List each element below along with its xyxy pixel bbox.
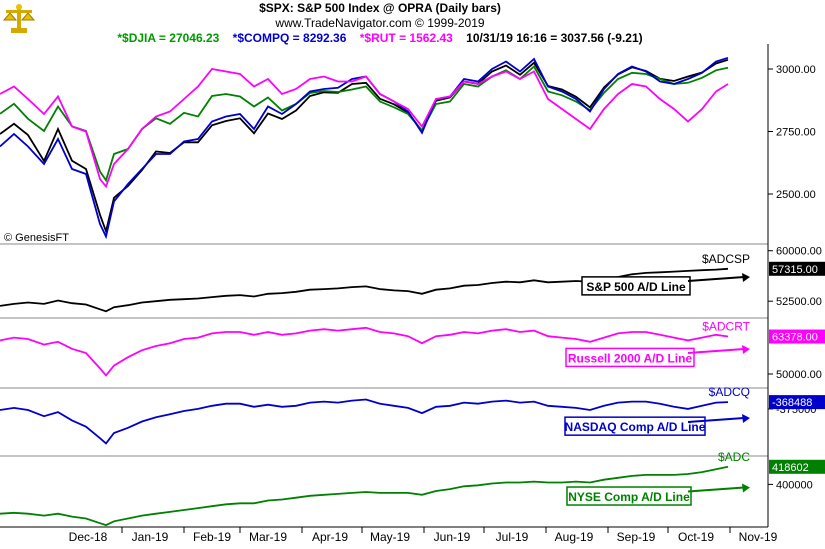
- readout-rut: *$RUT = 1562.43: [359, 31, 453, 45]
- x-tick-label: Jul-19: [496, 530, 529, 544]
- gold-scale-logo: [2, 2, 36, 36]
- series-name-label: $ADCQ: [709, 385, 750, 399]
- series-name-label: $ADC: [718, 450, 750, 464]
- ad-line-adcrt: [0, 326, 729, 377]
- trend-arrow-head: [742, 414, 750, 423]
- value-box-label: 418602: [772, 462, 809, 474]
- x-tick-label: Jun-19: [434, 530, 471, 544]
- y-tick-label: 50000.00: [776, 369, 822, 381]
- ad-label-text: NYSE Comp A/D Line: [568, 490, 690, 504]
- series-line-djia: [0, 65, 729, 183]
- series-line-rut: [0, 68, 729, 189]
- trend-arrow-head: [742, 273, 750, 282]
- ad-label-box: [566, 486, 692, 506]
- trend-arrow: [687, 486, 745, 493]
- ad-label-box: [564, 416, 706, 436]
- x-tick-label: Dec-18: [69, 530, 108, 544]
- value-box-label: -368488: [772, 397, 812, 409]
- series-name-label: $ADCRT: [702, 320, 750, 334]
- x-tick-label: May-19: [370, 530, 410, 544]
- trend-arrow-head: [742, 345, 750, 354]
- readout-last: 10/31/19 16:16 = 3037.56 (-9.21): [466, 31, 643, 45]
- y-tick-label: 2500.00: [776, 189, 816, 201]
- value-box: [769, 459, 825, 474]
- y-tick-label: 52500.00: [776, 296, 822, 308]
- watermark: © GenesisFT: [4, 232, 69, 244]
- ad-line-adcq: [0, 398, 729, 445]
- x-tick-label: Oct-19: [678, 530, 714, 544]
- value-box: [769, 395, 825, 410]
- series-name-label: $ADCSP: [702, 252, 750, 266]
- x-tick-label: Aug-19: [555, 530, 594, 544]
- ad-label-box: [581, 276, 691, 296]
- value-box-label: 63378.00: [772, 332, 818, 344]
- trend-arrow-head: [742, 483, 750, 493]
- x-tick-label: Jan-19: [132, 530, 169, 544]
- series-line-spx: [0, 58, 729, 235]
- trend-arrow: [687, 348, 745, 354]
- x-tick-label: Feb-19: [193, 530, 231, 544]
- ad-label-text: Russell 2000 A/D Line: [568, 351, 693, 365]
- readout-compq: *$COMPQ = 8292.36: [232, 31, 347, 45]
- value-box-label: 57315.00: [772, 264, 818, 276]
- trend-arrow: [687, 276, 745, 282]
- ad-label-text: NASDAQ Comp A/D Line: [565, 420, 706, 434]
- ad-line-adc: [0, 465, 729, 527]
- value-box: [769, 261, 825, 276]
- ad-label-text: S&P 500 A/D Line: [586, 280, 686, 294]
- trend-arrow: [687, 417, 745, 423]
- ad-label-box: [565, 347, 695, 368]
- readout-row: *$DJIA = 27046.23 *$COMPQ = 8292.36 *$RU…: [0, 31, 760, 45]
- x-tick-label: Mar-19: [249, 530, 287, 544]
- y-tick-label: 60000.00: [776, 246, 822, 258]
- y-tick-label: 2750.00: [776, 127, 816, 139]
- value-box: [769, 329, 825, 344]
- readout-djia: *$DJIA = 27046.23: [117, 31, 220, 45]
- chart-title: $SPX: S&P 500 Index @ OPRA (Daily bars): [259, 1, 501, 15]
- series-line-compq: [0, 56, 729, 240]
- copyright: www.TradeNavigator.com © 1999-2019: [275, 16, 485, 30]
- x-tick-label: Sep-19: [617, 530, 656, 544]
- x-tick-label: Apr-19: [312, 530, 348, 544]
- x-tick-label: Nov-19: [739, 530, 778, 544]
- y-tick-label: 3000.00: [776, 64, 816, 76]
- y-tick-label: 400000: [776, 479, 813, 491]
